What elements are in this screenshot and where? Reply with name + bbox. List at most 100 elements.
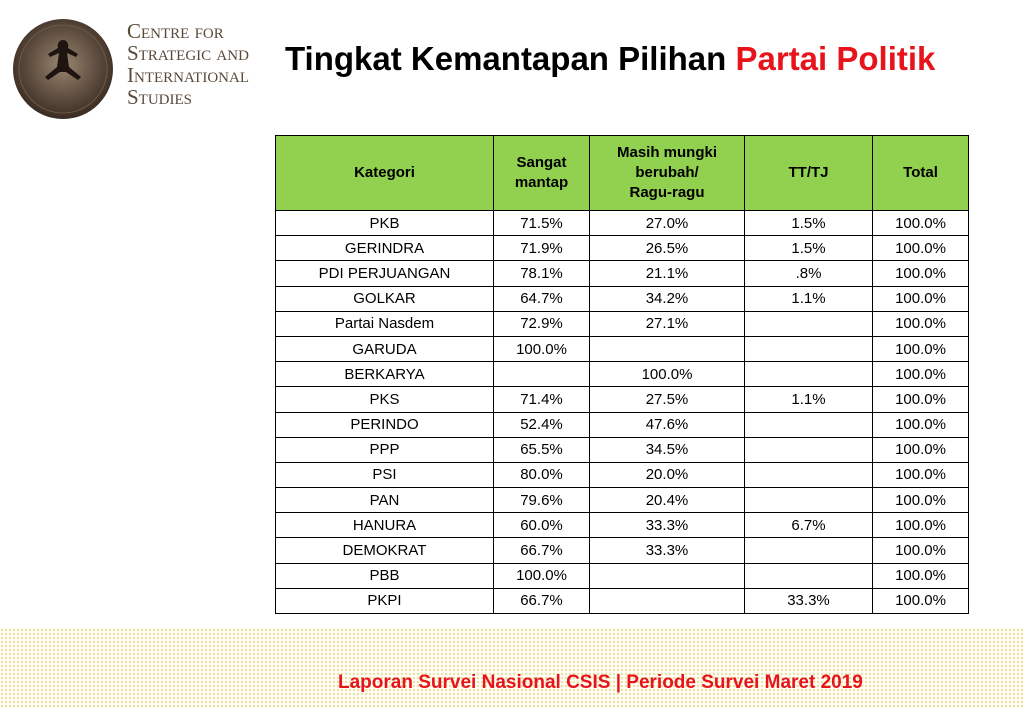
table-row: PPP 65.5% 34.5% 100.0%	[275, 436, 969, 463]
table-row: PSI 80.0% 20.0% 100.0%	[275, 461, 969, 489]
value-cell: 1.1%	[744, 285, 873, 312]
table-row: GERINDRA 71.9% 26.5% 1.5% 100.0%	[275, 235, 969, 262]
value-cell: 100.0%	[872, 310, 969, 337]
table-row: Partai Nasdem 72.9% 27.1% 100.0%	[275, 310, 969, 337]
value-cell: 100.0%	[872, 285, 969, 312]
footer-band	[0, 628, 1024, 707]
value-cell: 6.7%	[744, 512, 873, 539]
value-cell: 80.0%	[493, 461, 590, 489]
value-cell: 1.1%	[744, 386, 873, 413]
logo	[13, 19, 113, 119]
table-row: PKPI 66.7% 33.3% 100.0%	[275, 587, 969, 615]
category-cell: PDI PERJUANGAN	[275, 260, 494, 287]
category-cell: PKPI	[275, 587, 494, 615]
table-row: PKS 71.4% 27.5% 1.1% 100.0%	[275, 386, 969, 413]
empty-cell	[493, 361, 590, 388]
value-cell: 79.6%	[493, 487, 590, 514]
value-cell: 20.4%	[589, 487, 745, 514]
value-cell: 71.4%	[493, 386, 590, 413]
header-line: Sangat	[516, 154, 567, 171]
empty-cell	[744, 461, 873, 489]
value-cell: 1.5%	[744, 235, 873, 262]
logo-line: Centre for	[127, 19, 224, 43]
table-row: PKB 71.5% 27.0% 1.5% 100.0%	[275, 209, 969, 237]
header-line: mantap	[514, 174, 569, 191]
empty-cell	[589, 335, 745, 363]
logo-line: Studies	[127, 85, 193, 109]
header-cell: Masih mungki berubah/Ragu-ragu	[589, 135, 745, 211]
empty-cell	[744, 562, 873, 589]
value-cell: 33.3%	[589, 512, 745, 539]
header-line: Kategori	[354, 164, 415, 181]
title: Tingkat Kemantapan Pilihan Partai Politi…	[285, 40, 935, 78]
footer-text: Laporan Survei Nasional CSIS | Periode S…	[338, 672, 863, 693]
header-line: Ragu-ragu	[629, 184, 705, 201]
category-cell: GOLKAR	[275, 285, 494, 312]
value-cell: 47.6%	[589, 411, 745, 438]
value-cell: 100.0%	[872, 411, 969, 438]
table: Kategori Sangat mantap Masih mungki berubah/…	[275, 135, 969, 615]
value-cell: 100.0%	[872, 587, 969, 615]
value-cell: 100.0%	[872, 487, 969, 514]
value-cell: 100.0%	[493, 335, 590, 363]
value-cell: 65.5%	[493, 436, 590, 463]
header-line: Masih mungki	[616, 144, 717, 161]
value-cell: 100.0%	[493, 562, 590, 589]
header-line: TT/TJ	[788, 164, 829, 181]
empty-cell	[744, 436, 873, 463]
value-cell: 100.0%	[872, 537, 969, 564]
table-row: GOLKAR 64.7% 34.2% 1.1% 100.0%	[275, 285, 969, 312]
value-cell: 100.0%	[872, 436, 969, 463]
category-cell: HANURA	[275, 512, 494, 539]
empty-cell	[744, 361, 873, 388]
empty-cell	[589, 587, 745, 615]
value-cell: 27.5%	[589, 386, 745, 413]
value-cell: 100.0%	[872, 260, 969, 287]
empty-cell	[744, 537, 873, 564]
value-cell: 100.0%	[872, 386, 969, 413]
value-cell: 21.1%	[589, 260, 745, 287]
table-row: PBB 100.0% 100.0%	[275, 562, 969, 589]
value-cell: 72.9%	[493, 310, 590, 337]
value-cell: 26.5%	[589, 235, 745, 262]
title-highlight: Partai Politik	[735, 40, 936, 77]
value-cell: 27.0%	[589, 209, 745, 237]
table-body: PKB 71.5% 27.0% 1.5% 100.0% GERINDRA 71.9% 26.5…	[275, 209, 969, 615]
table-row: HANURA 60.0% 33.3% 6.7% 100.0%	[275, 512, 969, 539]
category-cell: PPP	[275, 436, 494, 463]
table-row: BERKARYA 100.0% 100.0%	[275, 361, 969, 388]
value-cell: .8%	[744, 260, 873, 287]
empty-cell	[744, 411, 873, 438]
empty-cell	[744, 487, 873, 514]
table-row: DEMOKRAT 66.7% 33.3% 100.0%	[275, 537, 969, 564]
value-cell: 33.3%	[589, 537, 745, 564]
logo-text: Centre for Strategic and International Stud…	[127, 20, 249, 108]
value-cell: 33.3%	[744, 587, 873, 615]
value-cell: 71.5%	[493, 209, 590, 237]
header-cell: Sangat mantap	[493, 135, 590, 211]
header-cell: TT/TJ	[744, 135, 873, 211]
table-row: PDI PERJUANGAN 78.1% 21.1% .8% 100.0%	[275, 260, 969, 287]
value-cell: 100.0%	[872, 512, 969, 539]
value-cell: 66.7%	[493, 587, 590, 615]
category-cell: Partai Nasdem	[275, 310, 494, 337]
table-row: PERINDO 52.4% 47.6% 100.0%	[275, 411, 969, 438]
category-cell: BERKARYA	[275, 361, 494, 388]
value-cell: 71.9%	[493, 235, 590, 262]
category-cell: DEMOKRAT	[275, 537, 494, 564]
table-row: GARUDA 100.0% 100.0%	[275, 335, 969, 363]
header-cell: Kategori	[275, 135, 494, 211]
table-row: PAN 79.6% 20.4% 100.0%	[275, 487, 969, 514]
value-cell: 64.7%	[493, 285, 590, 312]
title-main: Tingkat Kemantapan Pilihan	[285, 40, 727, 77]
empty-cell	[744, 335, 873, 363]
category-cell: GERINDRA	[275, 235, 494, 262]
value-cell: 100.0%	[872, 335, 969, 363]
value-cell: 52.4%	[493, 411, 590, 438]
value-cell: 60.0%	[493, 512, 590, 539]
header-cell: Total	[872, 135, 969, 211]
value-cell: 78.1%	[493, 260, 590, 287]
category-cell: PSI	[275, 461, 494, 489]
category-cell: PKB	[275, 209, 494, 237]
